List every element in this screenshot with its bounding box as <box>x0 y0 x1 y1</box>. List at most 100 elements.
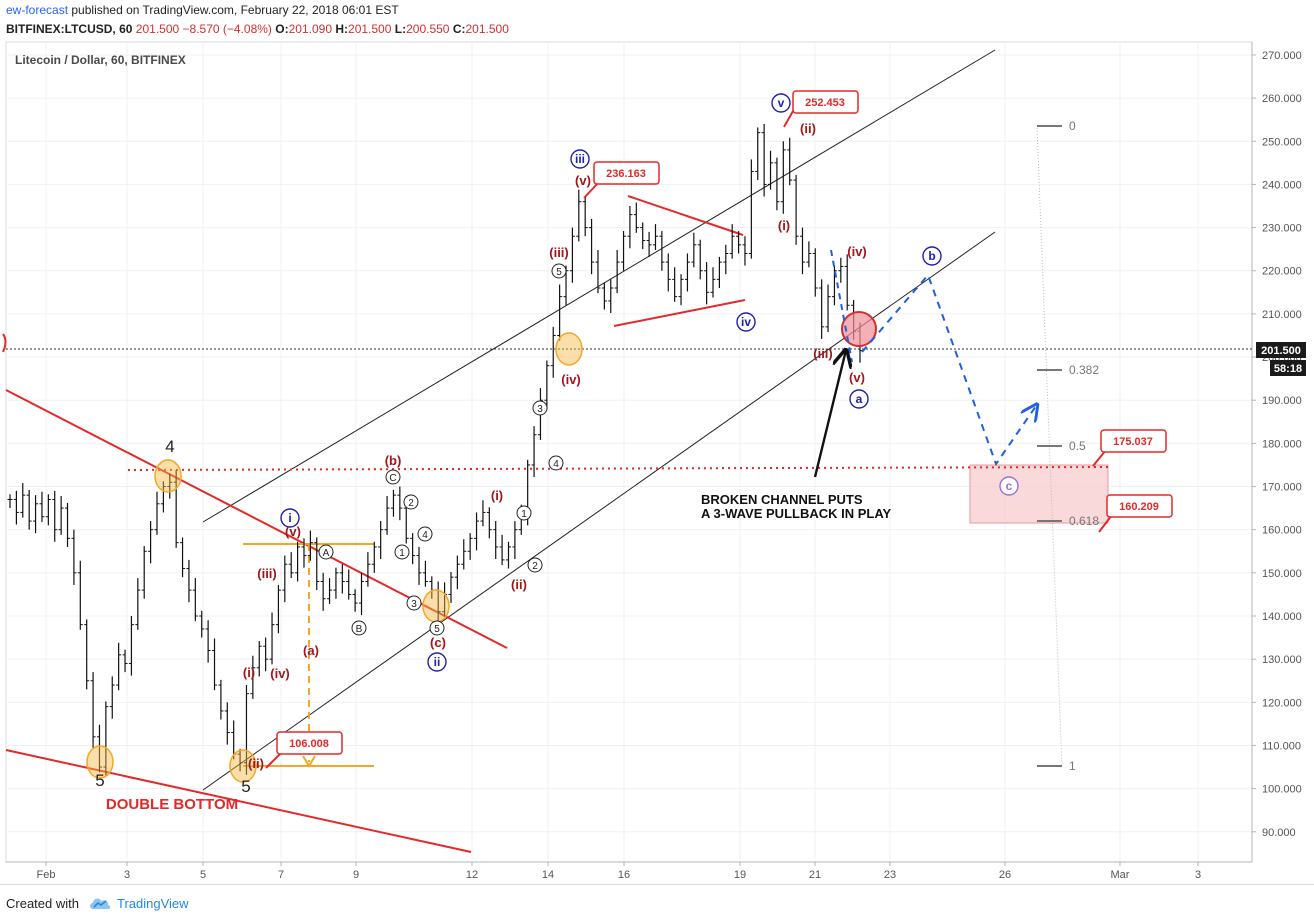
wave-b-text: b <box>928 249 935 263</box>
wave-iii-minor-2: (iii) <box>549 245 569 260</box>
wave-v-circle <box>771 93 791 113</box>
wave-i-circle <box>280 508 300 528</box>
measure-arrow <box>302 755 316 768</box>
x-tick-label: 14 <box>542 869 554 881</box>
open-label: O: <box>275 22 289 36</box>
x-tick-label: 19 <box>734 869 746 881</box>
price-chart[interactable]: 90.000 100.000 110.000 120.000 130.000 140.00… <box>0 0 1314 884</box>
symbol-name: BITFINEX:LTCUSD, 60 <box>6 22 133 36</box>
wave-i-minor-2: (i) <box>491 488 503 503</box>
wave-c-minor: (c) <box>430 635 446 650</box>
y-tick-label: 110.000 <box>1262 740 1301 752</box>
sub-B-circle <box>351 620 367 636</box>
sub-4b-text: 4 <box>553 459 559 470</box>
wave-3-low-label: 5 <box>95 771 104 790</box>
sub-1b-text: 1 <box>521 509 527 520</box>
sub-2a-text: 2 <box>408 498 414 509</box>
sub-3b-circle <box>532 400 548 416</box>
target-zone <box>969 464 1109 524</box>
sub-A-text: A <box>323 548 330 559</box>
y-tick-label: 140.000 <box>1262 611 1302 623</box>
wave-ii-minor-1: (ii) <box>248 756 264 771</box>
x-tick-label: 7 <box>278 869 284 881</box>
callout-160-pointer <box>1098 514 1113 533</box>
wave-ii-minor-3: (ii) <box>800 121 816 136</box>
countdown-text: 58:18 <box>1274 363 1302 375</box>
y-tick-label: 270.000 <box>1262 50 1302 62</box>
chart-title: Litecoin / Dollar, 60, BITFINEX <box>15 53 186 67</box>
sub-3b-text: 3 <box>537 404 543 415</box>
x-tick-label: 16 <box>618 869 630 881</box>
sub-5a-text: 5 <box>434 624 440 635</box>
wave-iv-minor-1: (iv) <box>270 666 290 681</box>
highlight-wave3-low <box>86 745 114 779</box>
low-label: L: <box>394 22 407 36</box>
y-tick-label: 260.000 <box>1262 93 1302 105</box>
price-badge-text: 201.500 <box>1261 345 1301 357</box>
y-tick-label: 160.000 <box>1262 525 1302 537</box>
sub-1a-circle <box>394 544 410 560</box>
left-edge-marker <box>2 333 7 353</box>
wave-5-label: 5 <box>241 777 250 796</box>
sub-5a-circle <box>429 620 445 636</box>
price-badge <box>1256 342 1306 358</box>
sub-C-circle <box>385 469 401 485</box>
y-tick-label: 120.000 <box>1262 697 1302 709</box>
x-tick-label: 21 <box>809 869 821 881</box>
double-bottom-label: DOUBLE BOTTOM <box>106 796 238 813</box>
fib-label-1: 1 <box>1069 759 1076 773</box>
y-tick-label: 240.000 <box>1262 179 1302 191</box>
x-tick-label: 3 <box>124 869 130 881</box>
wave-ii-circle <box>427 652 447 672</box>
sub-5b-circle <box>551 263 567 279</box>
sub-3a-circle <box>406 595 422 611</box>
wave-v-minor-3: (v) <box>849 370 865 385</box>
fib-label-5: 0.5 <box>1069 439 1086 453</box>
y-tick-label: 190.000 <box>1262 395 1302 407</box>
callout-236-text: 236.163 <box>606 168 646 180</box>
tradingview-link[interactable]: TradingView <box>117 896 189 911</box>
published-text: published on TradingView.com, February 2… <box>71 3 399 17</box>
x-tick-label: 5 <box>200 869 206 881</box>
channel-break-marker <box>841 311 877 347</box>
callout-175-text: 175.037 <box>1113 436 1153 448</box>
wave-a-text: a <box>856 392 863 406</box>
wave-v-minor-2: (v) <box>575 173 591 188</box>
x-tick-label: 12 <box>466 869 478 881</box>
wave-v-text: v <box>778 96 785 110</box>
y-tick-label: 180.000 <box>1262 438 1302 450</box>
wave-a-minor: (a) <box>303 643 319 658</box>
created-with-text: Created with <box>6 896 79 911</box>
publisher-name[interactable]: ew-forecast <box>6 3 69 17</box>
y-tick-label: 130.000 <box>1262 654 1302 666</box>
price-axis-labels: 90.000 100.000 110.000 120.000 130.000 140.00… <box>1252 50 1302 839</box>
fib-label-0: 0 <box>1069 119 1076 133</box>
sub-2b-text: 2 <box>532 561 538 572</box>
y-tick-label: 100.000 <box>1262 784 1302 796</box>
callout-106-text: 106.008 <box>289 738 329 750</box>
highlight-wave4-high <box>154 459 182 493</box>
wave-iv-minor-2: (iv) <box>561 372 581 387</box>
sub-2b-circle <box>527 557 543 573</box>
sub-5b-text: 5 <box>556 267 562 278</box>
x-tick-label: 9 <box>353 869 359 881</box>
fib-label-382: 0.382 <box>1069 363 1099 377</box>
projection-path <box>861 273 1036 467</box>
y-tick-label: 210.000 <box>1262 309 1302 321</box>
x-tick-label: Feb <box>37 869 56 881</box>
y-tick-label: 90.000 <box>1262 827 1296 839</box>
y-tick-label: 220.000 <box>1262 266 1302 278</box>
callout-252-box <box>792 90 859 114</box>
sub-C-text: C <box>389 473 396 484</box>
wave-iv-text: iv <box>741 315 751 329</box>
close-label: C: <box>452 22 466 36</box>
highlight-retest <box>555 332 583 366</box>
callout-252-text: 252.453 <box>805 97 845 109</box>
support-line <box>5 749 472 853</box>
projection-wave-a <box>830 249 853 363</box>
price-bars <box>7 124 863 776</box>
sub-A-circle <box>318 544 334 560</box>
highlight-breakout <box>422 589 450 623</box>
channel-upper-line <box>202 49 996 523</box>
sub-1b-circle <box>516 505 532 521</box>
